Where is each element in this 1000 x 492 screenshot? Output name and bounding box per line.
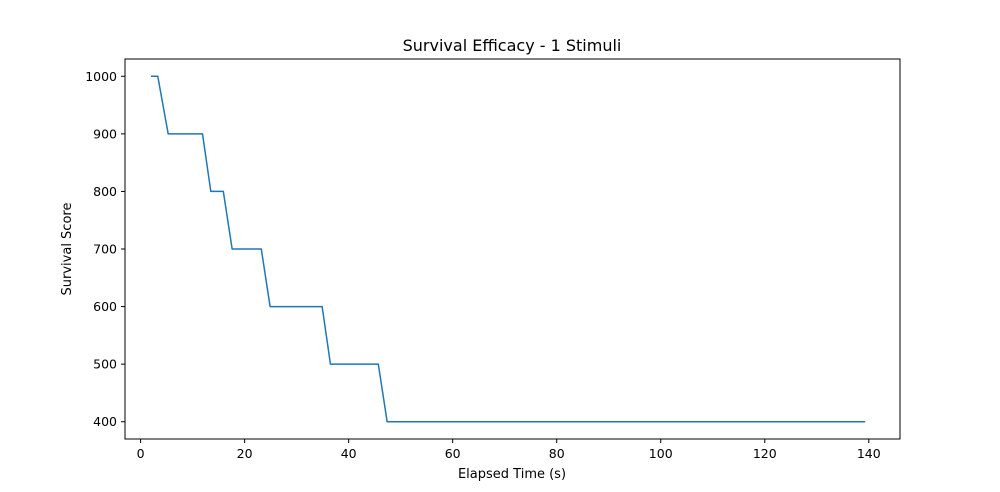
y-tick-label: 1000 <box>85 69 117 84</box>
y-tick-label: 500 <box>93 357 117 372</box>
plot-area <box>151 75 866 423</box>
y-tick-label: 400 <box>93 414 117 429</box>
x-tick-label: 80 <box>549 446 565 461</box>
x-tick-label: 20 <box>237 446 253 461</box>
x-axis-label: Elapsed Time (s) <box>458 467 566 482</box>
y-tick-label: 900 <box>93 126 117 141</box>
x-tick-label: 140 <box>857 446 881 461</box>
x-tick-label: 60 <box>445 446 461 461</box>
y-tick-label: 800 <box>93 184 117 199</box>
x-axis: 0 20 40 60 80 100 120 140 <box>137 439 881 461</box>
x-tick-label: 120 <box>753 446 777 461</box>
y-tick-label: 700 <box>93 242 117 257</box>
y-axis-label: Survival Score <box>60 203 75 296</box>
plot-frame <box>124 58 901 440</box>
series-line <box>151 75 866 423</box>
y-axis: 400 500 600 700 800 900 1000 <box>85 69 125 429</box>
x-tick-label: 40 <box>341 446 357 461</box>
x-tick-label: 100 <box>649 446 673 461</box>
y-tick-label: 600 <box>93 299 117 314</box>
chart-title: Survival Efficacy - 1 Stimuli <box>403 36 622 55</box>
x-tick-label: 0 <box>137 446 145 461</box>
